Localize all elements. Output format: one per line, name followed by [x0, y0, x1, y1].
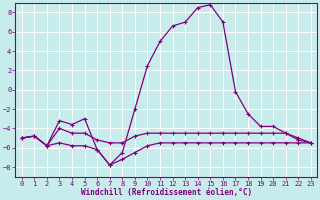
X-axis label: Windchill (Refroidissement éolien,°C): Windchill (Refroidissement éolien,°C) [81, 188, 252, 197]
